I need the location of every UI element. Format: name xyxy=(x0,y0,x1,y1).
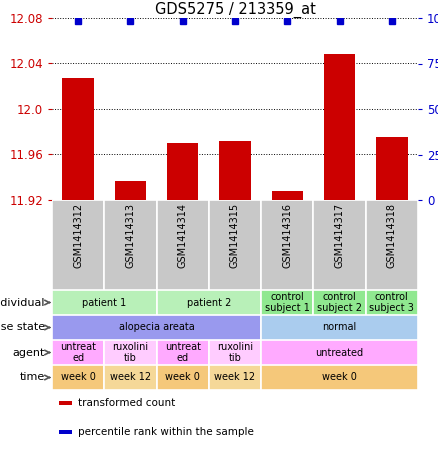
Text: GSM1414314: GSM1414314 xyxy=(178,202,188,268)
Text: GSM1414315: GSM1414315 xyxy=(230,202,240,268)
Bar xyxy=(366,290,418,315)
Text: ruxolini
tib: ruxolini tib xyxy=(113,342,148,363)
Bar xyxy=(59,430,72,434)
Bar xyxy=(156,365,209,390)
Bar xyxy=(261,200,314,290)
Bar xyxy=(219,141,251,200)
Title: GDS5275 / 213359_at: GDS5275 / 213359_at xyxy=(155,2,315,18)
Text: normal: normal xyxy=(322,323,357,333)
Bar xyxy=(324,54,355,200)
Text: untreated: untreated xyxy=(315,347,364,357)
Text: untreat
ed: untreat ed xyxy=(60,342,96,363)
Text: patient 1: patient 1 xyxy=(82,298,127,308)
Text: untreat
ed: untreat ed xyxy=(165,342,201,363)
Bar xyxy=(52,200,104,290)
Bar xyxy=(52,340,104,365)
Bar xyxy=(261,315,418,340)
Bar xyxy=(167,143,198,200)
Bar xyxy=(209,340,261,365)
Text: agent: agent xyxy=(12,347,45,357)
Text: GSM1414317: GSM1414317 xyxy=(335,202,345,268)
Bar xyxy=(314,290,366,315)
Text: GSM1414312: GSM1414312 xyxy=(73,202,83,268)
Text: GSM1414316: GSM1414316 xyxy=(282,202,292,268)
Bar xyxy=(156,340,209,365)
Text: GSM1414318: GSM1414318 xyxy=(387,202,397,268)
Bar xyxy=(272,191,303,200)
Text: week 12: week 12 xyxy=(215,372,255,382)
Bar xyxy=(156,200,209,290)
Bar xyxy=(52,315,261,340)
Bar xyxy=(314,200,366,290)
Text: percentile rank within the sample: percentile rank within the sample xyxy=(78,427,254,437)
Bar xyxy=(59,401,72,405)
Text: week 0: week 0 xyxy=(322,372,357,382)
Text: control
subject 1: control subject 1 xyxy=(265,292,310,313)
Bar xyxy=(63,78,94,200)
Bar xyxy=(261,290,314,315)
Text: transformed count: transformed count xyxy=(78,398,175,408)
Bar xyxy=(366,200,418,290)
Bar xyxy=(156,290,261,315)
Text: week 0: week 0 xyxy=(61,372,95,382)
Text: alopecia areata: alopecia areata xyxy=(119,323,194,333)
Bar xyxy=(104,340,156,365)
Text: GSM1414313: GSM1414313 xyxy=(125,202,135,268)
Bar xyxy=(52,290,156,315)
Text: time: time xyxy=(19,372,45,382)
Text: control
subject 3: control subject 3 xyxy=(369,292,414,313)
Text: control
subject 2: control subject 2 xyxy=(317,292,362,313)
Bar xyxy=(209,200,261,290)
Text: patient 2: patient 2 xyxy=(187,298,231,308)
Bar xyxy=(104,200,156,290)
Bar xyxy=(52,365,104,390)
Bar xyxy=(115,181,146,200)
Text: week 12: week 12 xyxy=(110,372,151,382)
Text: week 0: week 0 xyxy=(165,372,200,382)
Text: disease state: disease state xyxy=(0,323,45,333)
Bar xyxy=(104,365,156,390)
Text: ruxolini
tib: ruxolini tib xyxy=(217,342,253,363)
Text: individual: individual xyxy=(0,298,45,308)
Bar xyxy=(209,365,261,390)
Bar xyxy=(261,340,418,365)
Bar xyxy=(261,365,418,390)
Bar xyxy=(376,137,407,200)
